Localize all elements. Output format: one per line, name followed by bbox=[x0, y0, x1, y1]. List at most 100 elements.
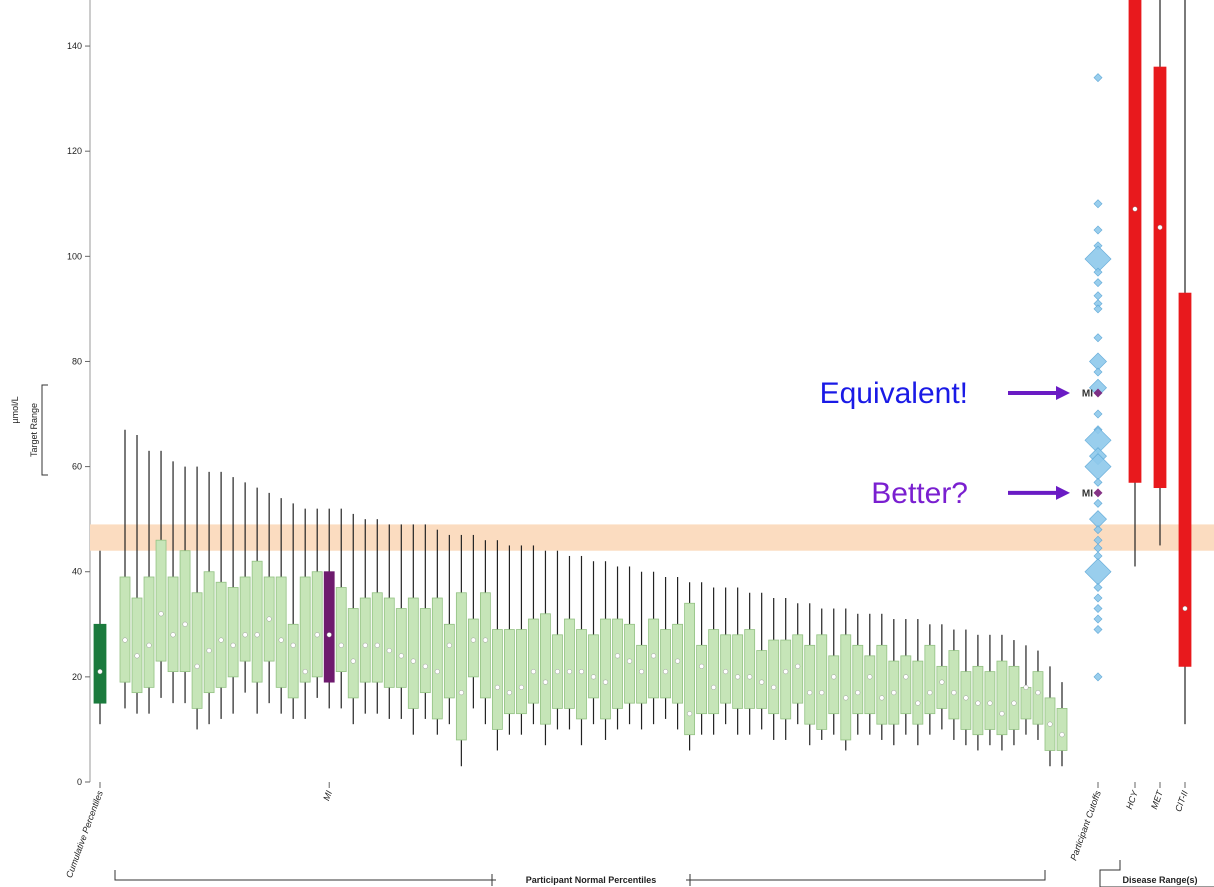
box bbox=[660, 629, 671, 699]
median-dot bbox=[939, 679, 945, 685]
box bbox=[407, 597, 419, 709]
box bbox=[912, 660, 924, 725]
cutoff-diamond bbox=[1093, 73, 1103, 83]
box bbox=[852, 644, 864, 715]
box bbox=[479, 592, 491, 699]
median-dot bbox=[675, 658, 681, 664]
box bbox=[215, 581, 227, 688]
y-tick-label: 40 bbox=[72, 567, 82, 577]
x-tick-label: MI bbox=[321, 789, 334, 802]
median-dot bbox=[711, 684, 717, 690]
box bbox=[1153, 66, 1167, 489]
cutoff-diamond bbox=[1093, 477, 1103, 487]
cutoff-diamond bbox=[1093, 333, 1103, 343]
median-dot bbox=[470, 637, 476, 643]
median-dot bbox=[434, 669, 440, 675]
median-dot bbox=[1035, 690, 1041, 696]
box bbox=[732, 634, 744, 709]
median-dot bbox=[867, 674, 873, 680]
box bbox=[347, 608, 359, 699]
median-dot bbox=[795, 663, 801, 669]
box bbox=[672, 623, 683, 704]
box bbox=[624, 623, 635, 704]
participants-label: Participant Normal Percentiles bbox=[526, 875, 657, 885]
box bbox=[191, 592, 203, 709]
box bbox=[612, 618, 623, 709]
median-dot bbox=[915, 700, 921, 706]
median-dot bbox=[254, 632, 260, 638]
cutoff-diamond bbox=[1089, 352, 1107, 371]
median-dot bbox=[1047, 721, 1053, 727]
median-dot bbox=[1157, 224, 1163, 230]
cutoff-diamond bbox=[1093, 388, 1103, 398]
box bbox=[371, 592, 383, 683]
median-dot bbox=[446, 642, 452, 648]
cutoff-diamond bbox=[1093, 614, 1103, 624]
median-dot bbox=[97, 669, 103, 675]
median-dot bbox=[158, 611, 164, 617]
y-tick-label: 60 bbox=[72, 462, 82, 472]
box bbox=[93, 623, 107, 704]
cutoff-diamond bbox=[1093, 593, 1103, 603]
box bbox=[1056, 708, 1068, 751]
box bbox=[564, 618, 575, 709]
box bbox=[948, 650, 960, 720]
box bbox=[1008, 665, 1020, 730]
median-dot bbox=[627, 658, 633, 664]
box bbox=[1178, 292, 1192, 667]
box bbox=[131, 597, 143, 694]
box bbox=[311, 571, 323, 678]
box bbox=[792, 634, 804, 704]
cutoff-diamond bbox=[1093, 672, 1103, 682]
box bbox=[864, 655, 876, 715]
median-dot bbox=[482, 637, 488, 643]
median-dot bbox=[663, 669, 669, 675]
box bbox=[323, 571, 335, 683]
median-dot bbox=[1132, 206, 1138, 212]
box bbox=[455, 592, 467, 741]
median-dot bbox=[591, 674, 597, 680]
box bbox=[588, 634, 599, 699]
median-dot bbox=[747, 674, 753, 680]
box bbox=[756, 650, 768, 709]
median-dot bbox=[194, 663, 200, 669]
median-dot bbox=[819, 690, 825, 696]
y-tick-label: 80 bbox=[72, 356, 82, 366]
median-dot bbox=[134, 653, 140, 659]
median-dot bbox=[807, 690, 813, 696]
box bbox=[696, 644, 708, 715]
annotation: Better? bbox=[871, 477, 968, 510]
box bbox=[1032, 671, 1044, 725]
median-dot bbox=[458, 690, 464, 696]
label-bg bbox=[496, 872, 686, 887]
box bbox=[504, 629, 515, 715]
cutoff-label: MI bbox=[1082, 389, 1093, 400]
y-tick-label: 140 bbox=[67, 41, 82, 51]
box bbox=[239, 576, 251, 662]
cutoff-diamond bbox=[1093, 199, 1103, 209]
box bbox=[143, 576, 155, 688]
y-tick-label: 0 bbox=[77, 777, 82, 787]
box bbox=[443, 623, 455, 699]
median-dot bbox=[218, 637, 224, 643]
median-dot bbox=[326, 632, 332, 638]
median-dot bbox=[206, 648, 212, 654]
median-dot bbox=[759, 679, 765, 685]
cutoff-diamond bbox=[1093, 583, 1103, 592]
median-dot bbox=[290, 642, 296, 648]
y-tick-label: 100 bbox=[67, 251, 82, 261]
y-tick-label: 120 bbox=[67, 146, 82, 156]
median-dot bbox=[987, 700, 993, 706]
box bbox=[708, 629, 720, 715]
box bbox=[984, 671, 996, 730]
cutoff-diamond bbox=[1093, 278, 1103, 288]
disease-bracket bbox=[1099, 860, 1214, 887]
plot-area bbox=[90, 0, 1214, 767]
median-dot bbox=[542, 679, 548, 685]
median-dot bbox=[398, 653, 404, 659]
median-dot bbox=[783, 669, 789, 675]
box bbox=[900, 655, 912, 715]
median-dot bbox=[566, 669, 572, 675]
cutoff-diamond bbox=[1093, 267, 1103, 277]
cutoff-diamond bbox=[1093, 488, 1103, 498]
